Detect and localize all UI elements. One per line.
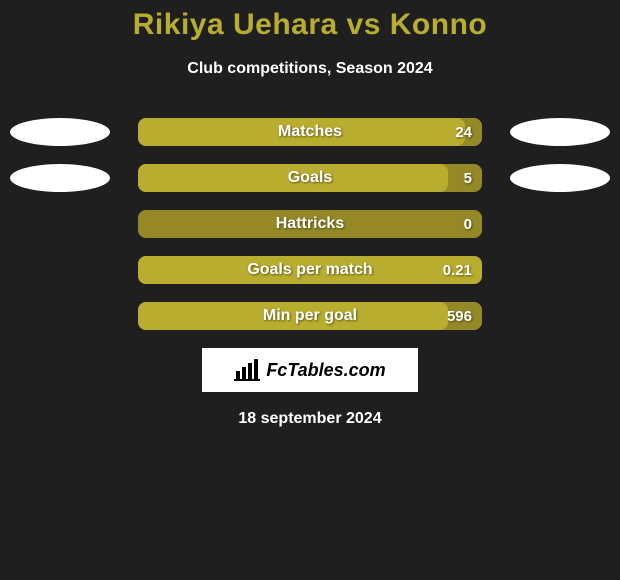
bar-chart-icon — [234, 359, 260, 381]
left-pill — [10, 256, 110, 284]
stat-row-matches: Matches 24 — [0, 118, 620, 146]
left-pill — [10, 118, 110, 146]
stat-value: 5 — [464, 164, 472, 192]
subtitle: Club competitions, Season 2024 — [0, 60, 620, 78]
stat-label: Hattricks — [138, 210, 482, 238]
stat-row-min-per-goal: Min per goal 596 — [0, 302, 620, 330]
stat-value: 0.21 — [443, 256, 472, 284]
bar-track: Goals per match 0.21 — [138, 256, 482, 284]
date-text: 18 september 2024 — [0, 410, 620, 428]
stat-row-hattricks: Hattricks 0 — [0, 210, 620, 238]
logo-box: FcTables.com — [202, 348, 418, 392]
logo-text: FcTables.com — [266, 360, 385, 381]
stat-label: Min per goal — [138, 302, 482, 330]
bar-track: Goals 5 — [138, 164, 482, 192]
stat-label: Matches — [138, 118, 482, 146]
stat-value: 24 — [455, 118, 472, 146]
left-pill — [10, 210, 110, 238]
page: Rikiya Uehara vs Konno Club competitions… — [0, 0, 620, 580]
page-title: Rikiya Uehara vs Konno — [0, 8, 620, 42]
stat-value: 596 — [447, 302, 472, 330]
left-pill — [10, 302, 110, 330]
stat-row-goals: Goals 5 — [0, 164, 620, 192]
left-pill — [10, 164, 110, 192]
right-pill — [510, 118, 610, 146]
right-pill — [510, 164, 610, 192]
right-pill — [510, 302, 610, 330]
stat-label: Goals — [138, 164, 482, 192]
stat-label: Goals per match — [138, 256, 482, 284]
stats-container: Matches 24 Goals 5 Hattricks 0 — [0, 118, 620, 330]
right-pill — [510, 210, 610, 238]
stat-value: 0 — [464, 210, 472, 238]
bar-track: Min per goal 596 — [138, 302, 482, 330]
bar-track: Hattricks 0 — [138, 210, 482, 238]
right-pill — [510, 256, 610, 284]
stat-row-goals-per-match: Goals per match 0.21 — [0, 256, 620, 284]
bar-track: Matches 24 — [138, 118, 482, 146]
